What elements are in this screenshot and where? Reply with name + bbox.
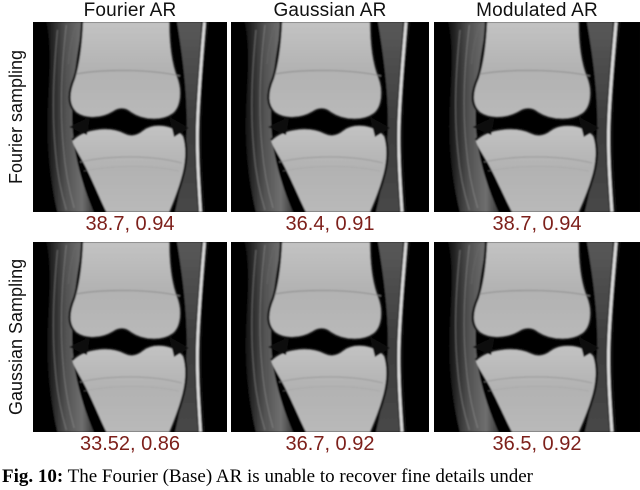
column-header-modulated-ar: Modulated AR <box>476 0 598 21</box>
metric-gaussian-sampling-modulated-ar: 36.5, 0.92 <box>492 433 582 455</box>
mri-image-fourier-sampling-gaussian-ar <box>231 22 429 212</box>
metric-fourier-sampling-modulated-ar: 38.7, 0.94 <box>492 213 582 235</box>
metric-fourier-sampling-fourier-ar: 38.7, 0.94 <box>85 213 175 235</box>
metric-gaussian-sampling-gaussian-ar: 36.7, 0.92 <box>285 433 375 455</box>
figure-caption: Fig. 10: The Fourier (Base) AR is unable… <box>2 464 640 489</box>
mri-image-fourier-sampling-fourier-ar <box>33 22 227 212</box>
row-label-gaussian-sampling: Gaussian Sampling <box>6 258 26 416</box>
figure-caption-text: The Fourier (Base) AR is unable to recov… <box>63 466 533 487</box>
mri-image-gaussian-sampling-modulated-ar <box>434 242 640 432</box>
mri-image-gaussian-sampling-gaussian-ar <box>231 242 429 432</box>
metric-fourier-sampling-gaussian-ar: 36.4, 0.91 <box>285 213 375 235</box>
figure-caption-label: Fig. 10: <box>2 466 64 487</box>
mri-image-fourier-sampling-modulated-ar <box>434 22 640 212</box>
mri-image-gaussian-sampling-fourier-ar <box>33 242 227 432</box>
metric-gaussian-sampling-fourier-ar: 33.52, 0.86 <box>79 433 181 455</box>
column-header-gaussian-ar: Gaussian AR <box>273 0 387 21</box>
row-label-fourier-sampling: Fourier sampling <box>6 49 26 185</box>
column-header-fourier-ar: Fourier AR <box>83 0 177 21</box>
